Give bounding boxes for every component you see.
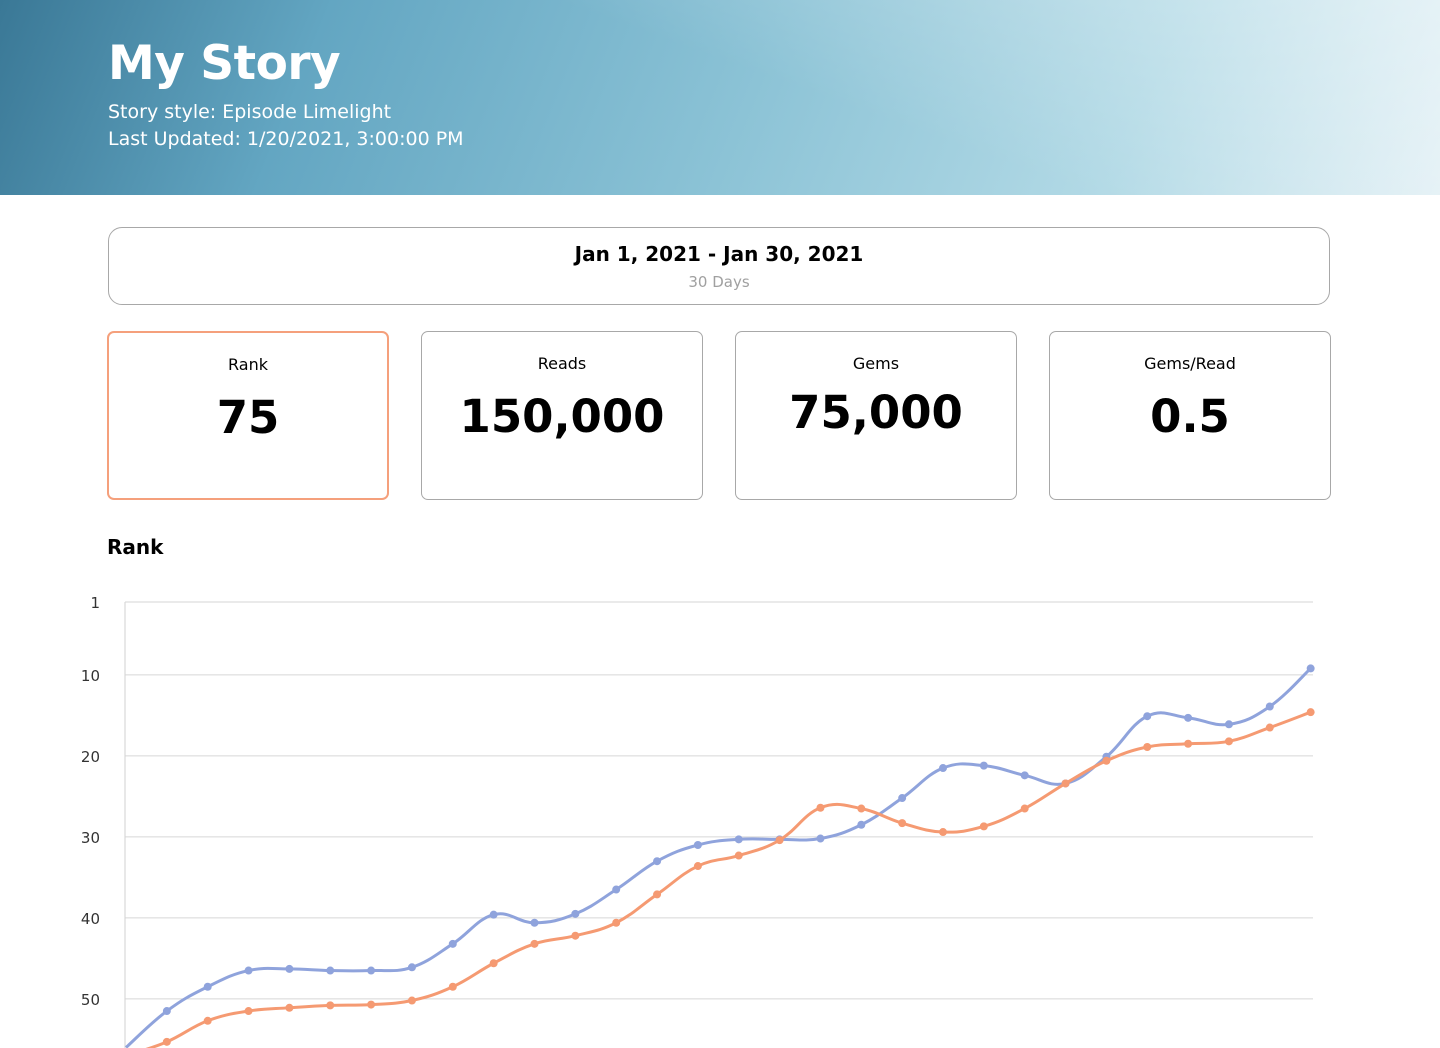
metric-value: 75,000 [789, 386, 963, 439]
data-point [1184, 713, 1193, 722]
series-line-blue [125, 667, 1312, 1048]
y-tick-label: 30 [81, 829, 100, 847]
y-tick-label: 1 [90, 594, 100, 612]
rank-line-chart: 1 10 20 30 40 50 [81, 594, 1315, 1048]
story-style-text: Story style: Episode Limelight [108, 101, 392, 123]
data-point [1020, 804, 1029, 813]
chart-heading: Rank [107, 535, 164, 559]
data-point [1102, 756, 1111, 765]
data-point [367, 966, 376, 975]
data-point [1265, 723, 1274, 732]
data-point [734, 851, 743, 860]
data-point [979, 761, 988, 770]
data-point [1265, 702, 1274, 711]
data-point [939, 764, 947, 773]
metric-value: 75 [216, 391, 280, 444]
page-header: My Story Story style: Episode Limelight … [0, 0, 1440, 195]
data-point [1061, 779, 1070, 788]
date-range-days: 30 Days [688, 273, 750, 291]
data-point [857, 804, 866, 813]
data-point [1020, 771, 1029, 780]
metric-card-rank[interactable]: Rank 75 [107, 331, 389, 500]
data-point [448, 982, 457, 991]
data-point [857, 820, 866, 829]
data-point [775, 836, 784, 845]
data-point [1306, 708, 1315, 717]
data-point [571, 931, 580, 940]
data-point [693, 841, 702, 849]
series-line-orange [145, 710, 1312, 1048]
data-point [939, 828, 947, 837]
data-point [285, 964, 294, 973]
data-point [285, 1003, 294, 1012]
data-point [203, 982, 212, 991]
metric-card-gems[interactable]: Gems 75,000 [735, 331, 1017, 500]
data-point [571, 909, 580, 918]
data-point [162, 1037, 171, 1046]
data-point [489, 910, 498, 919]
data-point [244, 1007, 253, 1016]
data-point [407, 963, 416, 972]
data-point [1224, 720, 1233, 729]
metric-label: Rank [228, 355, 268, 374]
metric-label: Gems [852, 354, 900, 373]
data-point [898, 794, 907, 803]
metric-card-reads[interactable]: Reads 150,000 [421, 331, 703, 500]
date-range-text: Jan 1, 2021 - Jan 30, 2021 [574, 242, 864, 266]
data-point [816, 834, 825, 843]
data-point [326, 1001, 335, 1010]
data-point [653, 857, 662, 866]
y-tick-label: 50 [81, 991, 100, 1009]
data-point [203, 1016, 212, 1025]
y-tick-label: 10 [81, 667, 100, 685]
data-point [979, 822, 988, 831]
data-point [326, 966, 335, 975]
data-point [898, 819, 907, 828]
y-tick-label: 40 [81, 910, 100, 928]
data-point [734, 835, 743, 844]
data-point [407, 996, 416, 1005]
data-point [1306, 664, 1315, 673]
data-point [448, 939, 457, 948]
data-point [1224, 737, 1233, 746]
date-range-picker[interactable]: Jan 1, 2021 - Jan 30, 2021 30 Days [108, 227, 1330, 305]
y-tick-label: 20 [81, 748, 100, 766]
metric-value: 0.5 [1150, 390, 1230, 443]
data-point [367, 1000, 376, 1009]
data-point [489, 959, 498, 968]
metric-card-gems-per-read[interactable]: Gems/Read 0.5 [1049, 331, 1331, 500]
data-point [612, 885, 621, 894]
page-title: My Story [108, 36, 341, 91]
data-point [244, 966, 253, 975]
data-point [1143, 742, 1152, 751]
data-point [1184, 739, 1193, 748]
data-point [1143, 712, 1152, 721]
data-point [693, 862, 702, 871]
data-point [162, 1007, 171, 1016]
metric-value: 150,000 [459, 390, 665, 443]
data-point [530, 939, 539, 948]
data-point [530, 918, 539, 927]
last-updated-text: Last Updated: 1/20/2021, 3:00:00 PM [108, 128, 464, 150]
data-point [612, 918, 621, 927]
metric-label: Reads [537, 354, 587, 373]
data-point [816, 803, 825, 812]
metric-label: Gems/Read [1144, 354, 1236, 373]
data-point [653, 890, 662, 899]
